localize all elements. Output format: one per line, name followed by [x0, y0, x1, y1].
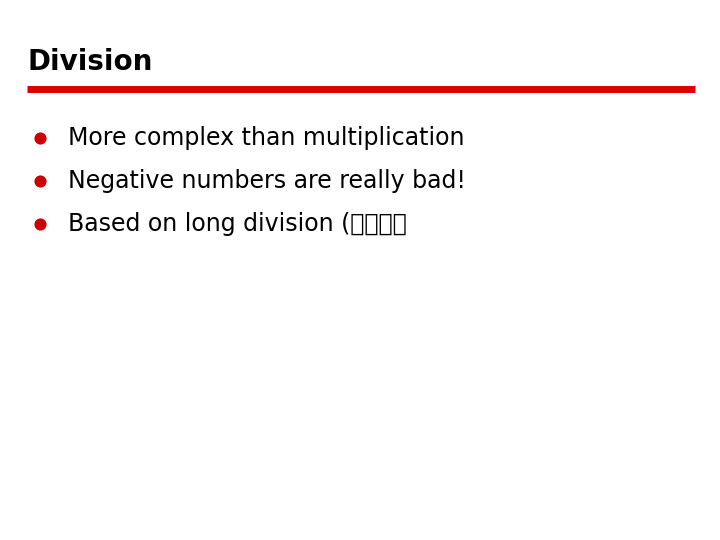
Text: Based on long division (長除法）: Based on long division (長除法） [68, 212, 407, 236]
Point [34, 220, 45, 228]
Point [34, 133, 45, 142]
Text: Negative numbers are really bad!: Negative numbers are really bad! [68, 169, 467, 193]
Text: More complex than multiplication: More complex than multiplication [68, 126, 465, 150]
Text: Division: Division [27, 48, 153, 76]
Point [34, 177, 45, 185]
